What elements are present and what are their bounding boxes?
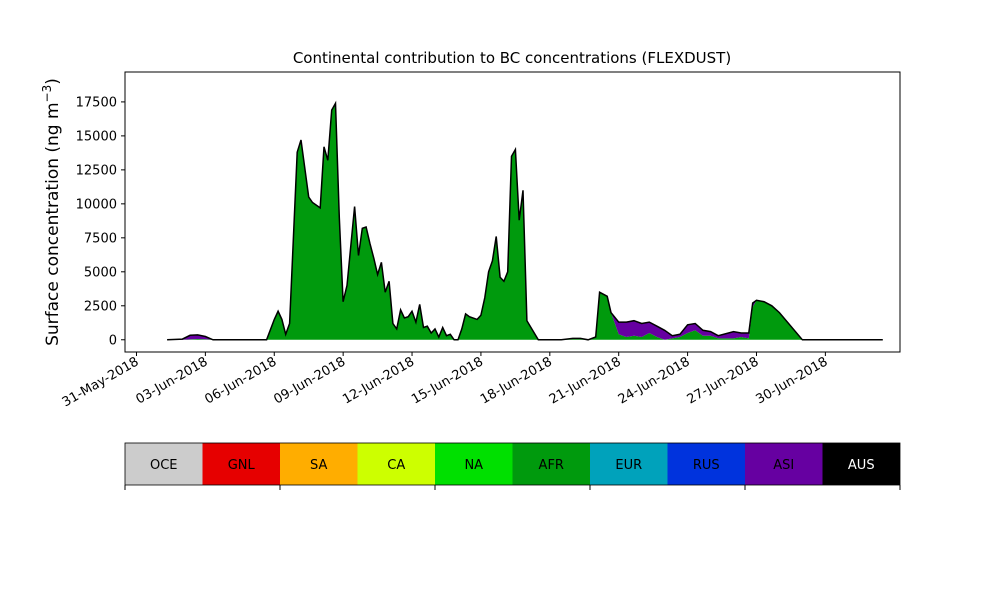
y-axis-ticks: 0 2500 5000 7500 10000 12500 15000 17500 <box>76 95 125 348</box>
legend-swatch-sa <box>280 443 358 485</box>
y-tick-label: 5000 <box>84 265 117 280</box>
legend-label-afr: AFR <box>539 458 564 473</box>
legend-swatch-rus <box>667 443 745 485</box>
legend-swatch-aus <box>822 443 900 485</box>
legend-frame <box>124 442 901 486</box>
legend-label-na: NA <box>464 458 483 473</box>
legend-swatch-afr <box>512 443 590 485</box>
legend-label-eur: EUR <box>615 458 642 473</box>
y-tick-label: 0 <box>109 333 117 348</box>
x-tick-label: 30-Jun-2018 <box>754 354 831 407</box>
y-tick-label: 15000 <box>76 129 117 144</box>
total-outline <box>167 100 883 341</box>
legend-label-asi: ASI <box>773 458 794 473</box>
x-tick-label: 27-Jun-2018 <box>685 354 762 407</box>
x-tick-label: 06-Jun-2018 <box>202 354 279 407</box>
legend-colorbar: OCE GNL SA CA NA AFR EUR RUS ASI AUS <box>124 442 901 490</box>
x-tick-label: 09-Jun-2018 <box>271 354 348 407</box>
legend-label-ca: CA <box>387 458 405 473</box>
legend-label-oce: OCE <box>150 458 178 473</box>
x-tick-label: 18-Jun-2018 <box>478 354 555 407</box>
x-tick-label: 15-Jun-2018 <box>409 354 486 407</box>
legend-swatch-gnl <box>202 443 280 485</box>
legend-label-rus: RUS <box>693 458 720 473</box>
legend-label-sa: SA <box>310 458 327 473</box>
y-tick-label: 7500 <box>84 231 117 246</box>
legend-swatch-ca <box>357 443 435 485</box>
legend-swatch-na <box>435 443 513 485</box>
y-tick-label: 2500 <box>84 299 117 314</box>
x-axis-ticks: 31-May-201803-Jun-201806-Jun-201809-Jun-… <box>60 352 831 410</box>
x-tick-label: 24-Jun-2018 <box>616 354 693 407</box>
y-axis-label: Surface concentration (ng m−3) <box>40 78 63 346</box>
legend-swatch-asi <box>745 443 823 485</box>
x-tick-label: 21-Jun-2018 <box>547 354 624 407</box>
legend-label-aus: AUS <box>848 458 875 473</box>
legend-swatch-oce <box>125 443 203 485</box>
x-tick-label: 31-May-2018 <box>60 354 142 410</box>
legend-swatch-eur <box>590 443 668 485</box>
y-tick-label: 12500 <box>76 163 117 178</box>
legend-label-gnl: GNL <box>228 458 256 473</box>
chart-title: Continental contribution to BC concentra… <box>293 49 731 67</box>
plot-area <box>124 71 901 353</box>
x-tick-label: 12-Jun-2018 <box>340 354 417 407</box>
y-tick-label: 10000 <box>76 197 117 212</box>
plot-frame <box>124 71 901 353</box>
series-area-afr <box>167 103 883 340</box>
y-tick-label: 17500 <box>76 95 117 110</box>
x-tick-label: 03-Jun-2018 <box>134 354 211 407</box>
